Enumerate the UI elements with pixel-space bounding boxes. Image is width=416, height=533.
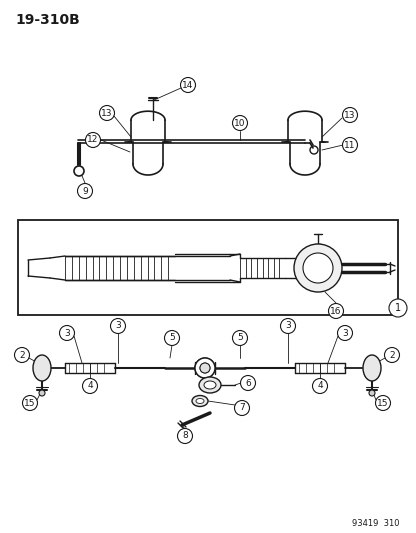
Circle shape <box>389 299 407 317</box>
Text: 5: 5 <box>169 334 175 343</box>
Text: 15: 15 <box>377 399 389 408</box>
Ellipse shape <box>363 355 381 381</box>
Circle shape <box>178 429 193 443</box>
Text: 13: 13 <box>101 109 113 117</box>
Circle shape <box>384 348 399 362</box>
Circle shape <box>82 378 97 393</box>
Text: 16: 16 <box>330 306 342 316</box>
Circle shape <box>195 358 215 378</box>
Circle shape <box>342 138 357 152</box>
Circle shape <box>329 303 344 319</box>
Ellipse shape <box>192 395 208 407</box>
Circle shape <box>181 77 196 93</box>
Circle shape <box>111 319 126 334</box>
Circle shape <box>59 326 74 341</box>
Circle shape <box>240 376 255 391</box>
Text: 3: 3 <box>342 328 348 337</box>
Text: 2: 2 <box>19 351 25 359</box>
Ellipse shape <box>196 399 204 403</box>
Circle shape <box>15 348 30 362</box>
Text: 93419  310: 93419 310 <box>352 519 400 528</box>
Text: 5: 5 <box>237 334 243 343</box>
Text: 4: 4 <box>87 382 93 391</box>
Circle shape <box>376 395 391 410</box>
Text: 3: 3 <box>64 328 70 337</box>
Text: 7: 7 <box>239 403 245 413</box>
Bar <box>18 220 398 315</box>
Text: 1: 1 <box>395 303 401 313</box>
Text: 11: 11 <box>344 141 356 149</box>
Circle shape <box>337 326 352 341</box>
Text: 3: 3 <box>285 321 291 330</box>
Text: 6: 6 <box>245 378 251 387</box>
Circle shape <box>200 363 210 373</box>
Text: 13: 13 <box>344 110 356 119</box>
Circle shape <box>342 108 357 123</box>
Circle shape <box>303 253 333 283</box>
Ellipse shape <box>33 355 51 381</box>
Circle shape <box>22 395 37 410</box>
Circle shape <box>74 166 84 176</box>
Text: 19-310B: 19-310B <box>15 13 80 27</box>
Circle shape <box>164 330 179 345</box>
Circle shape <box>99 106 114 120</box>
Text: 3: 3 <box>115 321 121 330</box>
Circle shape <box>39 390 45 396</box>
Text: 10: 10 <box>234 118 246 127</box>
Text: 12: 12 <box>87 135 99 144</box>
Circle shape <box>195 358 215 378</box>
Circle shape <box>235 400 250 416</box>
Circle shape <box>200 363 210 373</box>
Circle shape <box>77 183 92 198</box>
Circle shape <box>233 116 248 131</box>
Circle shape <box>294 244 342 292</box>
Circle shape <box>310 146 318 154</box>
Text: 8: 8 <box>182 432 188 440</box>
Text: 15: 15 <box>24 399 36 408</box>
Text: 9: 9 <box>82 187 88 196</box>
Text: 2: 2 <box>389 351 395 359</box>
Circle shape <box>280 319 295 334</box>
Ellipse shape <box>199 377 221 393</box>
Text: 14: 14 <box>182 80 194 90</box>
Ellipse shape <box>204 381 216 389</box>
Circle shape <box>369 390 375 396</box>
Circle shape <box>86 133 101 148</box>
Circle shape <box>312 378 327 393</box>
Circle shape <box>233 330 248 345</box>
Text: 4: 4 <box>317 382 323 391</box>
